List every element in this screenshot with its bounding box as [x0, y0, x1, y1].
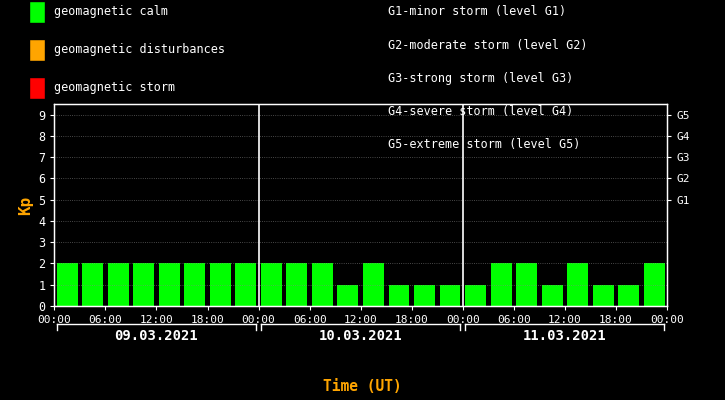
Bar — [286, 264, 307, 306]
Bar — [389, 285, 410, 306]
Bar — [57, 264, 78, 306]
Bar — [236, 264, 256, 306]
Text: G5-extreme storm (level G5): G5-extreme storm (level G5) — [388, 138, 580, 151]
Bar — [337, 285, 358, 306]
Bar — [567, 264, 588, 306]
Y-axis label: Kp: Kp — [17, 195, 33, 215]
Bar — [108, 264, 128, 306]
Bar — [133, 264, 154, 306]
Bar — [312, 264, 333, 306]
Text: G2-moderate storm (level G2): G2-moderate storm (level G2) — [388, 39, 587, 52]
Bar — [439, 285, 460, 306]
Text: G1-minor storm (level G1): G1-minor storm (level G1) — [388, 6, 566, 18]
Text: geomagnetic calm: geomagnetic calm — [54, 6, 167, 18]
Text: G4-severe storm (level G4): G4-severe storm (level G4) — [388, 105, 573, 118]
Bar — [363, 264, 384, 306]
Text: 09.03.2021: 09.03.2021 — [115, 330, 199, 343]
Bar — [516, 264, 537, 306]
Text: 11.03.2021: 11.03.2021 — [523, 330, 607, 343]
Bar — [542, 285, 563, 306]
Bar — [618, 285, 639, 306]
Text: geomagnetic disturbances: geomagnetic disturbances — [54, 44, 225, 56]
Bar — [593, 285, 613, 306]
Bar — [159, 264, 180, 306]
Bar — [261, 264, 282, 306]
Bar — [644, 264, 665, 306]
Text: Time (UT): Time (UT) — [323, 379, 402, 394]
Text: 10.03.2021: 10.03.2021 — [319, 330, 402, 343]
Bar — [184, 264, 205, 306]
Bar — [465, 285, 486, 306]
Text: G3-strong storm (level G3): G3-strong storm (level G3) — [388, 72, 573, 85]
Bar — [414, 285, 435, 306]
Bar — [210, 264, 231, 306]
Bar — [82, 264, 103, 306]
Bar — [491, 264, 512, 306]
Text: geomagnetic storm: geomagnetic storm — [54, 82, 175, 94]
